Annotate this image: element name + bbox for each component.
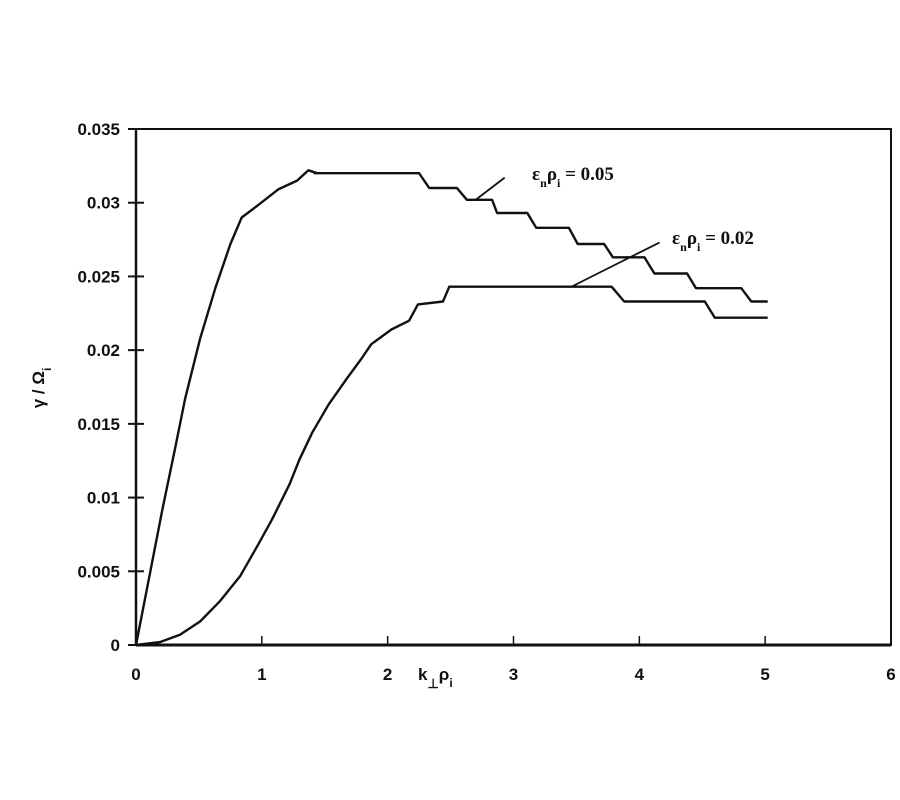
y-tick-label: 0.02	[87, 341, 120, 360]
x-tick-label: 6	[886, 665, 895, 684]
x-tick-label: 5	[760, 665, 769, 684]
x-tick-label: 1	[257, 665, 266, 684]
y-axis-ticks: 0 0.005 0.01 0.015 0.02 0.025 0.03 0.035	[77, 120, 144, 655]
x-tick-label: 3	[509, 665, 518, 684]
annotation-pointers	[475, 176, 660, 288]
y-tick-label: 0.03	[87, 194, 120, 213]
y-tick-label: 0.005	[77, 562, 120, 581]
y-tick-label: 0.035	[77, 120, 120, 139]
x-axis-ticks: 0 1 2 3 4 5 6	[131, 636, 896, 684]
y-tick-label: 0.01	[87, 489, 120, 508]
y-tick-label: 0.015	[77, 415, 120, 434]
x-tick-label: 0	[131, 665, 140, 684]
x-tick-label: 4	[635, 665, 645, 684]
data-series	[134, 169, 768, 647]
annotation-pointer-line	[475, 176, 506, 201]
y-tick-label: 0.025	[77, 267, 120, 286]
plot-frame	[134, 128, 892, 647]
y-axis-label: γ / Ωi	[29, 368, 54, 409]
series-line-0.05	[134, 169, 768, 646]
plot-border	[135, 128, 892, 646]
annotation-pointer-line	[570, 241, 660, 288]
annotation-label-0.02: εnρi = 0.02	[672, 228, 754, 254]
x-axis-label: k⊥ρi	[418, 665, 453, 691]
y-tick-label: 0	[111, 636, 120, 655]
series-line-0.02	[135, 285, 768, 647]
x-tick-label: 2	[383, 665, 392, 684]
annotation-label-0.05: εnρi = 0.05	[532, 164, 614, 190]
